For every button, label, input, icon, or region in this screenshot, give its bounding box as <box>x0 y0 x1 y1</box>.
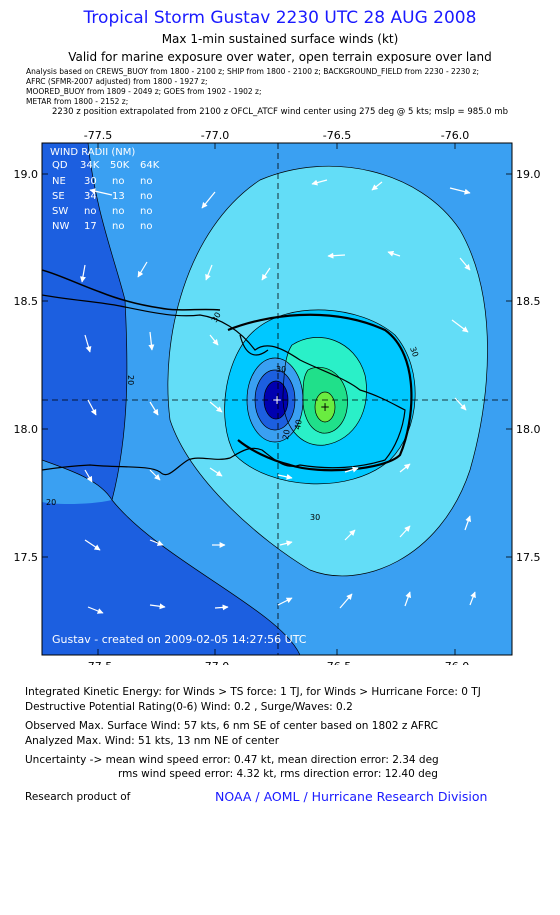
uncertainty-line-2: rms wind speed error: 4.32 kt, rms direc… <box>118 768 438 780</box>
y-tick-left: 17.5 <box>14 551 39 564</box>
wind-radii-row: NW 17 no no <box>52 221 152 232</box>
wind-radii-header: QD 34K 50K 64K <box>52 160 160 171</box>
research-product-label: Research product of <box>25 791 131 803</box>
storm-center-marker: + <box>272 393 282 407</box>
wind-radii-row: SW no no no <box>52 206 152 217</box>
map-credit: Gustav - created on 2009-02-05 14:27:56 … <box>52 633 307 646</box>
svg-text:17: 17 <box>84 221 97 232</box>
wind-field-map: + + <box>14 129 541 665</box>
svg-text:64K: 64K <box>140 160 160 171</box>
x-tick-top: -77.5 <box>84 129 112 142</box>
x-tick-top: -76.0 <box>441 129 469 142</box>
contour-label: 30 <box>310 513 320 522</box>
wind-radii-row: SE 34 13 no <box>52 191 152 202</box>
map-subtitle-units: Max 1-min sustained surface winds (kt) <box>161 32 399 46</box>
svg-text:NE: NE <box>52 176 66 187</box>
analyzed-max-wind: Analyzed Max. Wind: 51 kts, 13 nm NE of … <box>25 735 280 747</box>
svg-text:13: 13 <box>112 191 125 202</box>
svg-text:NW: NW <box>52 221 69 232</box>
svg-text:no: no <box>140 176 152 187</box>
svg-text:no: no <box>140 206 152 217</box>
analysis-line-4: METAR from 1800 - 2152 z; <box>26 97 129 106</box>
x-tick-bottom: -76.0 <box>441 660 469 665</box>
y-tick-left: 18.5 <box>14 295 39 308</box>
x-tick-bottom: -76.5 <box>323 660 351 665</box>
contour-label: 40 <box>293 419 304 431</box>
max-wind-marker: + <box>320 400 330 414</box>
svg-text:no: no <box>112 221 124 232</box>
tropical-storm-force-boundary <box>227 313 413 472</box>
x-tick-bottom: -77.5 <box>84 660 112 665</box>
wind-radii-row: NE 30 no no <box>52 176 152 187</box>
svg-text:50K: 50K <box>110 160 130 171</box>
map-frame <box>41 142 513 656</box>
y-tick-right: 18.0 <box>516 423 541 436</box>
y-tick-right: 18.5 <box>516 295 541 308</box>
svg-text:QD: QD <box>52 160 68 171</box>
axis-ticks <box>42 143 512 655</box>
y-tick-left: 18.0 <box>14 423 39 436</box>
cuba-coastline <box>42 269 221 311</box>
svg-text:no: no <box>84 206 96 217</box>
dpr-line: Destructive Potential Rating(0-6) Wind: … <box>25 701 353 713</box>
y-tick-right: 17.5 <box>516 551 541 564</box>
contour-label: 30 <box>408 346 420 359</box>
svg-text:34: 34 <box>84 191 97 202</box>
x-tick-top: -77.0 <box>201 129 229 142</box>
svg-text:30: 30 <box>84 176 97 187</box>
svg-text:no: no <box>140 221 152 232</box>
y-tick-left: 19.0 <box>14 168 39 181</box>
jamaica-coastline <box>42 294 406 476</box>
ike-line: Integrated Kinetic Energy: for Winds > T… <box>25 686 481 698</box>
x-tick-bottom: -77.0 <box>201 660 229 665</box>
wind-radii-title: WIND RADII (NM) <box>50 147 135 158</box>
contour-label: 30 <box>276 365 286 374</box>
svg-text:no: no <box>112 206 124 217</box>
map-title: Tropical Storm Gustav 2230 UTC 28 AUG 20… <box>83 8 477 28</box>
analysis-line-1: Analysis based on CREWS_BUOY from 1800 -… <box>26 67 479 76</box>
band-50kt-plus <box>315 392 335 422</box>
position-note: 2230 z position extrapolated from 2100 z… <box>51 107 509 117</box>
band-20-30kt-southwest <box>42 460 112 505</box>
observed-max-wind: Observed Max. Surface Wind: 57 kts, 6 nm… <box>25 720 439 732</box>
contour-label: 30 <box>210 311 223 324</box>
svg-text:no: no <box>140 191 152 202</box>
uncertainty-line-1: Uncertainty -> mean wind speed error: 0.… <box>25 754 439 766</box>
contour-label: 20 <box>46 498 56 507</box>
x-tick-top: -76.5 <box>323 129 351 142</box>
svg-text:34K: 34K <box>80 160 100 171</box>
contour-label: 20 <box>126 375 135 385</box>
y-tick-right: 19.0 <box>516 168 541 181</box>
wind-radii-table: WIND RADII (NM) QD 34K 50K 64K NE 30 no … <box>50 147 160 232</box>
svg-text:SW: SW <box>52 206 68 217</box>
wind-vectors <box>79 179 476 614</box>
svg-text:no: no <box>112 176 124 187</box>
svg-text:SE: SE <box>52 191 65 202</box>
map-subtitle-exposure: Valid for marine exposure over water, op… <box>68 50 492 64</box>
analysis-line-3: MOORED_BUOY from 1809 - 2049 z; GOES fro… <box>26 87 262 96</box>
noaa-aoml-link[interactable]: NOAA / AOML / Hurricane Research Divisio… <box>215 789 488 804</box>
contour-label: 20 <box>281 429 292 441</box>
analysis-line-2: AFRC (SFMR-2007 adjusted) from 1800 - 19… <box>26 77 208 86</box>
